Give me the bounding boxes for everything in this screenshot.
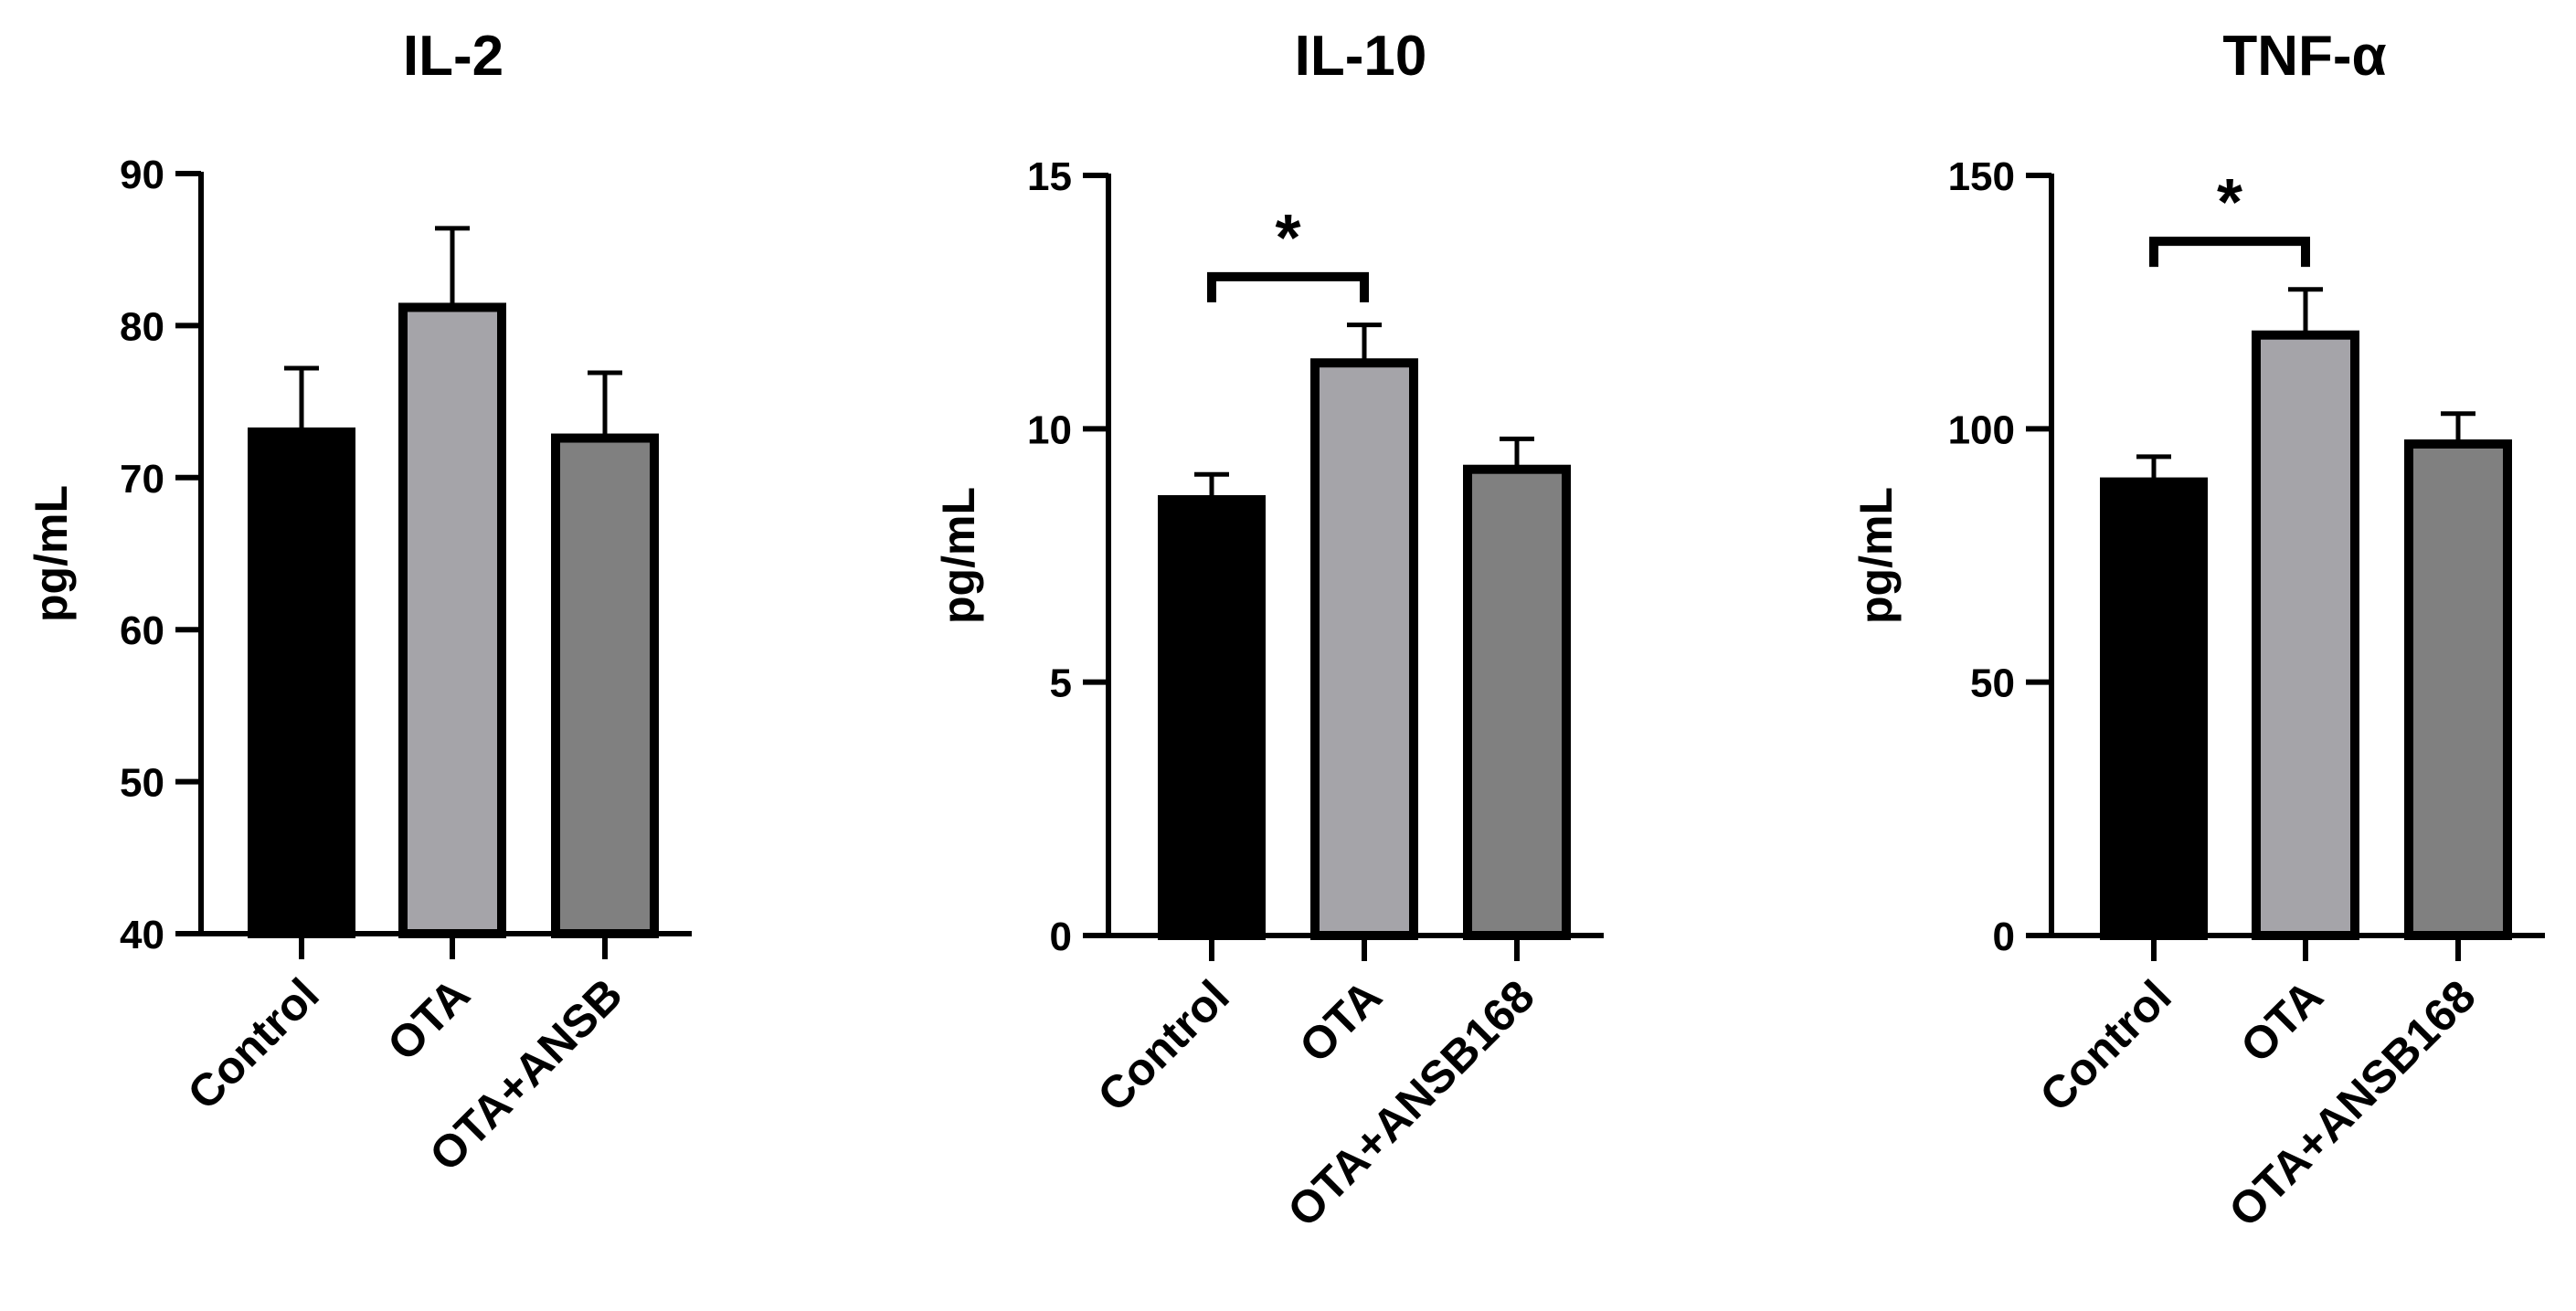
y-tick-label: 100 [1948, 407, 2015, 452]
y-tick-label: 10 [1027, 407, 1072, 452]
significance-bracket [2149, 237, 2310, 268]
y-tick-label: 0 [1050, 915, 1072, 959]
bar [398, 302, 506, 938]
bar [2404, 439, 2512, 940]
x-tick-label: Control [2030, 970, 2181, 1121]
significance-bracket [1207, 271, 1369, 302]
bar [248, 427, 355, 938]
chart-title: IL-2 [403, 25, 504, 88]
significance-label: * [2217, 166, 2242, 239]
y-tick-label: 50 [120, 761, 164, 806]
y-axis-label: pg/mL [933, 487, 984, 624]
y-tick-label: 80 [120, 304, 164, 349]
bar [2100, 477, 2208, 940]
significance-label: * [1275, 202, 1300, 275]
y-tick-label: 150 [1948, 154, 2015, 199]
y-tick-label: 60 [120, 608, 164, 653]
bar [551, 433, 659, 938]
y-axis-label: pg/mL [26, 485, 77, 622]
bar [1463, 464, 1571, 940]
x-tick-label: OTA [377, 968, 480, 1071]
x-tick-label: Control [1088, 970, 1239, 1121]
y-tick-label: 40 [120, 913, 164, 957]
x-tick-label: OTA [1289, 970, 1392, 1073]
y-tick-label: 5 [1050, 661, 1072, 706]
y-tick-label: 70 [120, 457, 164, 502]
chart-title: TNF-α [2222, 25, 2386, 88]
x-tick-label: OTA [2231, 970, 2333, 1073]
x-tick-label: Control [178, 968, 329, 1119]
y-tick-label: 90 [120, 153, 164, 197]
y-axis-label: pg/mL [1850, 487, 1902, 624]
y-tick-label: 15 [1027, 154, 1072, 199]
y-tick-label: 0 [1993, 915, 2015, 959]
y-tick-label: 50 [1970, 661, 2015, 706]
chart-title: IL-10 [1295, 25, 1427, 88]
bar [1158, 494, 1266, 941]
bar [1310, 358, 1418, 940]
bar [2252, 330, 2359, 941]
